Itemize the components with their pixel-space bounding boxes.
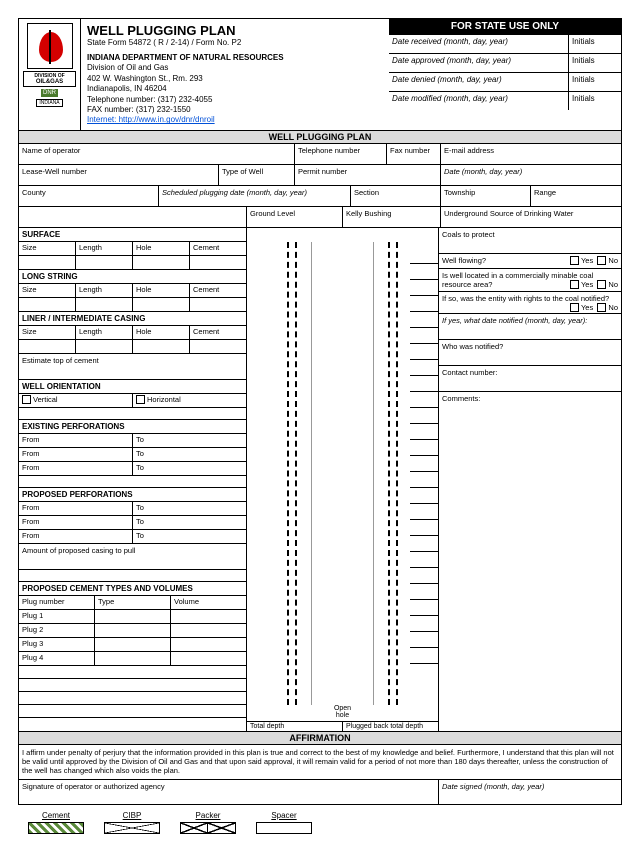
fax-field[interactable]: Fax number [387, 144, 441, 164]
telephone-field[interactable]: Telephone number [295, 144, 387, 164]
scheduled-date-field[interactable]: Scheduled plugging date (month, day, yea… [159, 186, 351, 206]
legend-cement: Cement [28, 811, 84, 834]
amount-to-pull[interactable]: Amount of proposed casing to pull [19, 544, 246, 570]
date-modified-label: Date modified (month, day, year) [389, 92, 569, 110]
initials-label: Initials [569, 35, 621, 53]
date-approved-label: Date approved (month, day, year) [389, 54, 569, 72]
legend: Cement CIBP Packer Spacer [18, 805, 622, 840]
orientation-row: Vertical Horizontal [19, 394, 246, 408]
permit-field[interactable]: Permit number [295, 165, 441, 185]
legend-spacer: Spacer [256, 811, 312, 834]
section-field[interactable]: Section [351, 186, 441, 206]
surface-row[interactable] [19, 256, 246, 270]
long-string-row[interactable] [19, 298, 246, 312]
header: DIVISION OFOIL&GAS DNR INDIANA WELL PLUG… [19, 19, 621, 131]
state-use-title: FOR STATE USE ONLY [389, 19, 621, 34]
legend-cibp: CIBP [104, 811, 160, 834]
yes-checkbox[interactable] [570, 256, 579, 265]
contact-field[interactable]: Contact number: [439, 366, 621, 392]
affirmation-text: I affirm under penalty of perjury that t… [19, 745, 621, 780]
cement-types-header: PROPOSED CEMENT TYPES AND VOLUMES [19, 582, 246, 596]
agency-address: INDIANA DEPARTMENT OF NATURAL RESOURCES … [87, 53, 383, 126]
surface-header: SURFACE [19, 228, 246, 242]
township-field[interactable]: Township [441, 186, 531, 206]
email-field[interactable]: E-mail address [441, 144, 621, 164]
plug-row[interactable]: Plug 1 [19, 610, 246, 624]
lease-well-field[interactable]: Lease-Well number [19, 165, 219, 185]
vertical-checkbox[interactable]: Vertical [19, 394, 133, 407]
proposed-perf-header: PROPOSED PERFORATIONS [19, 488, 246, 502]
plug-row[interactable]: Plug 2 [19, 624, 246, 638]
affirmation-header: AFFIRMATION [19, 731, 621, 745]
usdw-field[interactable]: Underground Source of Drinking Water [441, 207, 621, 227]
title-block: WELL PLUGGING PLAN State Form 54872 ( R … [81, 19, 389, 130]
no-checkbox[interactable] [597, 256, 606, 265]
date-received-label: Date received (month, day, year) [389, 35, 569, 53]
minable-field: Is well located in a commercially minabl… [439, 269, 621, 292]
form-container: DIVISION OFOIL&GAS DNR INDIANA WELL PLUG… [18, 18, 622, 805]
well-diagram: Openhole Total depth Plugged back total … [247, 228, 439, 731]
est-top-cement[interactable]: Estimate top of cement [19, 354, 246, 380]
plan-section-header: WELL PLUGGING PLAN [19, 131, 621, 144]
plugged-back-label: Plugged back total depth [343, 722, 438, 731]
long-string-header: LONG STRING [19, 270, 246, 284]
well-flowing-field: Well flowing? Yes No [439, 254, 621, 269]
horizontal-checkbox[interactable]: Horizontal [133, 394, 246, 407]
kelly-bushing-field[interactable]: Kelly Bushing [343, 207, 441, 227]
date-field[interactable]: Date (month, day, year) [441, 165, 621, 185]
type-well-field[interactable]: Type of Well [219, 165, 295, 185]
existing-perf-header: EXISTING PERFORATIONS [19, 420, 246, 434]
open-hole-label: Openhole [334, 705, 351, 719]
legend-packer: Packer [180, 811, 236, 834]
form-number: State Form 54872 ( R / 2-14) / Form No. … [87, 38, 383, 47]
signature-field[interactable]: Signature of operator or authorized agen… [19, 780, 439, 804]
agency-logo: DIVISION OFOIL&GAS DNR INDIANA [19, 19, 81, 130]
main-grid: SURFACE SizeLengthHoleCement LONG STRING… [19, 228, 621, 731]
comments-field[interactable]: Comments: [439, 392, 621, 652]
total-depth-label: Total depth [247, 722, 343, 731]
orientation-header: WELL ORIENTATION [19, 380, 246, 394]
liner-header: LINER / INTERMEDIATE CASING [19, 312, 246, 326]
operator-field[interactable]: Name of operator [19, 144, 295, 164]
plug-row[interactable]: Plug 3 [19, 638, 246, 652]
date-notified-field[interactable]: If yes, what date notified (month, day, … [439, 314, 621, 340]
liner-row[interactable] [19, 340, 246, 354]
notified-field: If so, was the entity with rights to the… [439, 292, 621, 314]
right-column: Coals to protect Well flowing? Yes No Is… [439, 228, 621, 731]
ground-level-field[interactable]: Ground Level [247, 207, 343, 227]
date-denied-label: Date denied (month, day, year) [389, 73, 569, 91]
state-use-block: FOR STATE USE ONLY Date received (month,… [389, 19, 621, 130]
blank-field[interactable] [19, 207, 247, 227]
who-notified-field[interactable]: Who was notified? [439, 340, 621, 366]
internet-link[interactable]: Internet: http://www.in.gov/dnr/dnroil [87, 115, 215, 124]
county-field[interactable]: County [19, 186, 159, 206]
plug-row[interactable]: Plug 4 [19, 652, 246, 666]
coals-field[interactable]: Coals to protect [439, 228, 621, 254]
date-signed-field[interactable]: Date signed (month, day, year) [439, 780, 621, 804]
left-column: SURFACE SizeLengthHoleCement LONG STRING… [19, 228, 247, 731]
range-field[interactable]: Range [531, 186, 621, 206]
form-title: WELL PLUGGING PLAN [87, 23, 383, 38]
